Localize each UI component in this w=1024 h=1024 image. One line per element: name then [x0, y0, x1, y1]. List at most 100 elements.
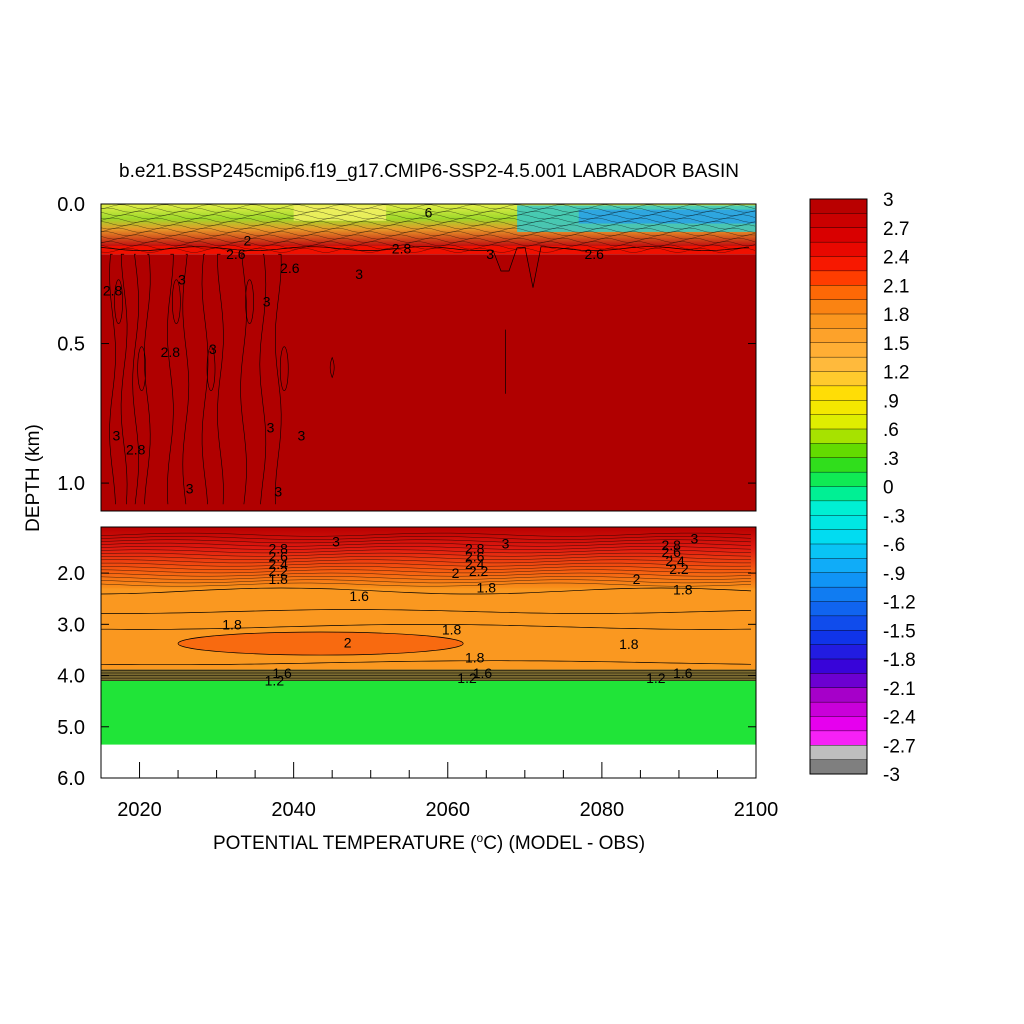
- colorbar-cell: [809, 730, 868, 746]
- colorbar-tick-label: -2.1: [883, 679, 916, 700]
- colorbar-cell: [809, 615, 868, 631]
- lower-contour-label: 3: [690, 530, 698, 546]
- lower-contour-label: 2.8: [662, 537, 682, 553]
- lower-upper-contour: [101, 532, 752, 537]
- lower-panel-frame: [100, 526, 757, 779]
- upper-contour-label: 2.6: [280, 260, 300, 276]
- colorbar-tick-label: -.3: [883, 506, 905, 527]
- upper-contour-label: 2.8: [103, 283, 123, 299]
- lower-contour-label: 1.8: [465, 650, 485, 666]
- colorbar-cell: [809, 586, 868, 603]
- colorbar-tick-label: 0: [883, 478, 894, 499]
- upper-surface-contour: [101, 241, 756, 247]
- upper-contour-label: 2.6: [584, 246, 604, 262]
- upper-surface-contour: [101, 211, 756, 216]
- lower-transition-layer: [101, 669, 756, 681]
- lower-contour-label: 1.6: [349, 588, 369, 604]
- lower-contour-label: 2.2: [669, 561, 689, 577]
- lower-y-tick-label: 2.0: [57, 563, 85, 585]
- lower-contour-label: 1.6: [473, 665, 493, 681]
- colorbar-tick-label: -1.2: [883, 593, 916, 614]
- colorbar-tick-label: -3: [883, 765, 900, 786]
- colorbar-cell: [809, 241, 868, 258]
- colorbar-cell: [809, 543, 868, 559]
- lower-upper-contour: [101, 539, 752, 544]
- lower-upper-contour: [101, 579, 752, 584]
- colorbar-cell: [809, 414, 868, 430]
- lower-upper-contour: [101, 566, 752, 570]
- upper-surface-contour: [101, 214, 756, 220]
- lower-broad-contour: [101, 624, 752, 630]
- upper-streak-closed-contour: [245, 279, 254, 324]
- lower-upper-contour: [101, 569, 752, 574]
- upper-surface-contour: [101, 207, 756, 213]
- lower-upper-contour: [101, 549, 752, 554]
- upper-streak-contour: [167, 253, 174, 505]
- upper-yellow-patch: [293, 205, 387, 221]
- lower-band-2: [101, 583, 756, 671]
- colorbar-tick-label: .9: [883, 391, 899, 412]
- lower-y-tick-label: 6.0: [57, 768, 85, 790]
- lower-broad-contour: [101, 609, 752, 614]
- chart-title: b.e21.BSSP245cmip6.f19_g17.CMIP6-SSP2-4.…: [119, 161, 739, 182]
- upper-contour-label: 3: [263, 294, 271, 310]
- upper-contour-label: 3: [267, 419, 275, 435]
- lower-upper-contour: [101, 559, 751, 564]
- upper-panel-y-ticks: 0.0 0.5 1.0: [57, 194, 756, 495]
- colorbar-cell: [809, 256, 868, 272]
- lower-upper-contour: [101, 542, 752, 547]
- upper-streak-contour: [109, 253, 116, 505]
- lower-upper-contour: [101, 572, 752, 577]
- lower-contour-label: 1.2: [646, 670, 666, 686]
- lower-blob-contour: [177, 631, 464, 656]
- upper-layer-contour: [101, 246, 750, 288]
- lower-upper-contour: [101, 536, 752, 540]
- lower-contour-label: 1.8: [619, 636, 639, 652]
- lower-upper-contour: [101, 576, 752, 580]
- colorbar-cell: [809, 299, 868, 315]
- lower-contour-label: 1.2: [265, 673, 285, 689]
- x-axis-label-rest: C) (MODEL - OBS): [483, 833, 645, 854]
- colorbar-cell: [809, 716, 868, 732]
- upper-surface-contour: [101, 231, 756, 237]
- colorbar-tick-label: 1.2: [883, 363, 909, 384]
- y-axis-label: DEPTH (km): [23, 424, 44, 532]
- lower-y-tick-label: 4.0: [57, 666, 85, 688]
- x-tick-label: 2080: [580, 799, 625, 821]
- lower-contour-label: 2.6: [269, 549, 289, 565]
- colorbar-tick-label: .3: [883, 449, 899, 470]
- colorbar-cell: [809, 486, 868, 502]
- lower-contour-label: 2: [452, 565, 460, 581]
- upper-streak-closed-contour: [206, 346, 216, 391]
- colorbar-cell: [809, 601, 868, 617]
- x-tick-label: 2100: [734, 799, 779, 821]
- lower-broad-contour: [101, 660, 752, 666]
- upper-streak-contour: [143, 253, 151, 505]
- upper-streak-closed-contour: [279, 346, 289, 391]
- lower-contour-label: 1.6: [272, 665, 292, 681]
- colorbar-cell: [809, 313, 868, 329]
- colorbar-tick-label: 1.8: [883, 305, 909, 326]
- colorbar-tick-label: 2.4: [883, 248, 910, 269]
- upper-contour-label: 2.8: [126, 442, 146, 458]
- colorbar-cell: [809, 270, 868, 286]
- lower-contour-label: 2.2: [469, 563, 489, 579]
- upper-contour-label: 6: [425, 204, 433, 220]
- colorbar-cell: [809, 213, 868, 229]
- upper-band-2: [101, 254, 756, 511]
- lower-contour-label: 3: [332, 533, 340, 549]
- colorbar-tick-label: .6: [883, 420, 899, 441]
- colorbar-cell: [809, 515, 868, 531]
- colorbar-cell: [809, 558, 868, 574]
- colorbar-cell: [809, 759, 868, 775]
- lower-contour-label: 2.4: [465, 556, 485, 572]
- colorbar-tick-label: -1.5: [883, 621, 916, 642]
- upper-y-tick-label: 0.5: [57, 334, 85, 356]
- upper-contour-label: 3: [355, 266, 363, 282]
- upper-streak-contour: [182, 253, 190, 505]
- colorbar-cell: [809, 328, 868, 344]
- upper-surface-contour: [101, 237, 756, 243]
- lower-contour-label: 2.6: [662, 544, 682, 560]
